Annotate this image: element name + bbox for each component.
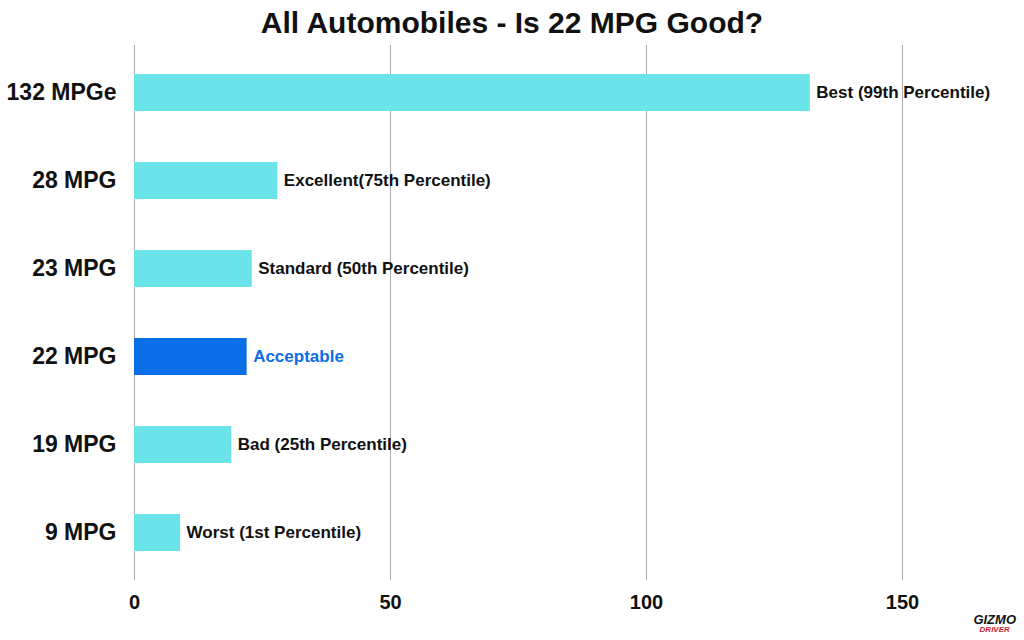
svg-text:0: 0 xyxy=(129,591,140,613)
svg-text:Worst (1st Percentile): Worst (1st Percentile) xyxy=(187,523,361,542)
html-text:All Automobiles - Is 22 MPG Go: All Automobiles - Is 22 MPG Good? xyxy=(260,6,764,39)
svg-text:22 MPG: 22 MPG xyxy=(32,343,116,369)
svg-text:50: 50 xyxy=(379,591,401,613)
svg-text:28 MPG: 28 MPG xyxy=(32,167,116,193)
html-text:GIZMO: GIZMO xyxy=(973,612,1016,627)
svg-text:Excellent(75th Percentile): Excellent(75th Percentile) xyxy=(284,171,491,190)
svg-text:19 MPG: 19 MPG xyxy=(32,431,116,457)
html-text:DRIVER: DRIVER xyxy=(979,625,1010,634)
svg-text:Bad (25th Percentile): Bad (25th Percentile) xyxy=(238,435,407,454)
svg-text:23 MPG: 23 MPG xyxy=(32,255,116,281)
svg-text:150: 150 xyxy=(886,591,919,613)
svg-text:132 MPGe: 132 MPGe xyxy=(7,79,117,105)
svg-text:100: 100 xyxy=(630,591,663,613)
svg-text:9 MPG: 9 MPG xyxy=(45,519,117,545)
svg-text:Best (99th Percentile): Best (99th Percentile) xyxy=(816,83,990,102)
svg-text:Acceptable: Acceptable xyxy=(253,347,344,366)
svg-text:Standard (50th Percentile): Standard (50th Percentile) xyxy=(258,259,469,278)
